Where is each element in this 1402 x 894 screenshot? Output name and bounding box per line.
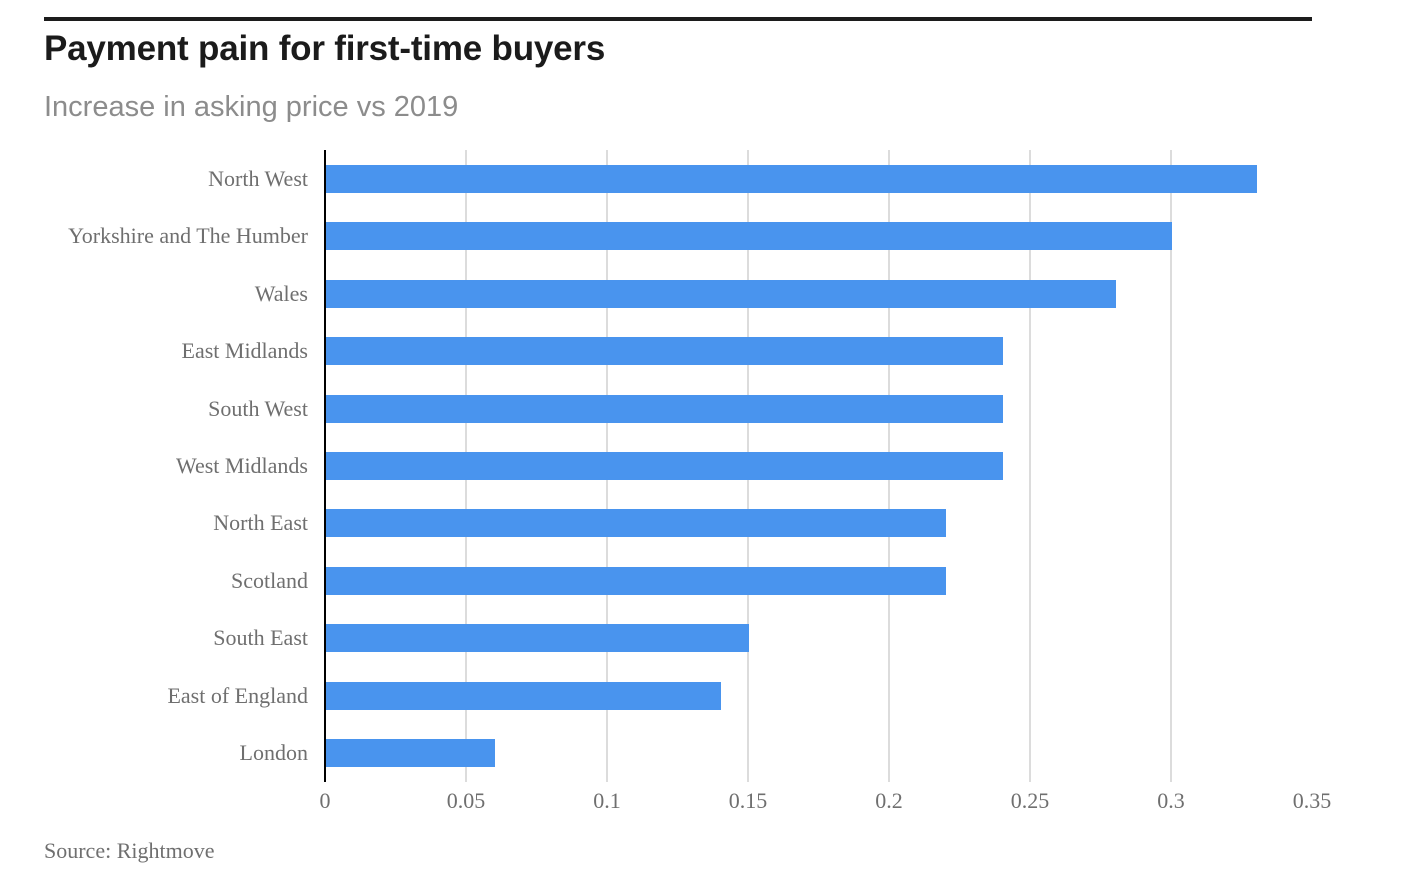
plot-area [324,150,1312,782]
x-tick-label: 0.3 [1157,788,1185,813]
y-axis-labels: North West Yorkshire and The Humber Wales E… [0,150,308,782]
x-tick-label: 0.25 [1010,788,1050,813]
category-label: North East [213,510,308,536]
category-label: West Midlands [175,453,308,478]
bar [326,394,1003,423]
bar [326,739,496,768]
source-note: Source: Rightmove [44,838,215,863]
chart-subtitle: Increase in asking price vs 2019 [44,91,459,123]
chart-title: Payment pain for first-time buyers [44,29,606,68]
category-label: South East [213,625,308,651]
category-label: North West [208,165,308,191]
bar [326,509,947,538]
category-label: South West [208,395,308,421]
bar [326,222,1172,251]
category-label: East Midlands [181,338,309,364]
x-tick-label: 0.15 [728,788,768,813]
top-rule [44,17,1312,21]
gridline [1029,150,1031,782]
category-label: East of England [167,682,308,708]
bar [326,452,1003,480]
category-label: London [239,740,308,766]
x-axis-labels: 0 0.05 0.1 0.15 0.2 0.25 0.3 0.35 [320,788,1332,820]
category-label: Wales [254,280,308,306]
bar [326,164,1257,193]
y-axis-line [324,150,326,782]
bar [326,624,749,653]
gridline [1170,150,1172,782]
bar [326,337,1003,366]
x-tick-label: 0 [319,788,331,813]
x-tick-label: 0.35 [1292,788,1332,813]
bar [326,681,721,710]
bar [326,566,947,595]
category-label: Yorkshire and The Humber [68,223,308,249]
x-tick-label: 0.05 [446,788,486,813]
bar [326,279,1116,308]
x-tick-label: 0.2 [875,788,903,813]
category-label: Scotland [231,567,308,593]
x-tick-label: 0.1 [593,788,621,813]
